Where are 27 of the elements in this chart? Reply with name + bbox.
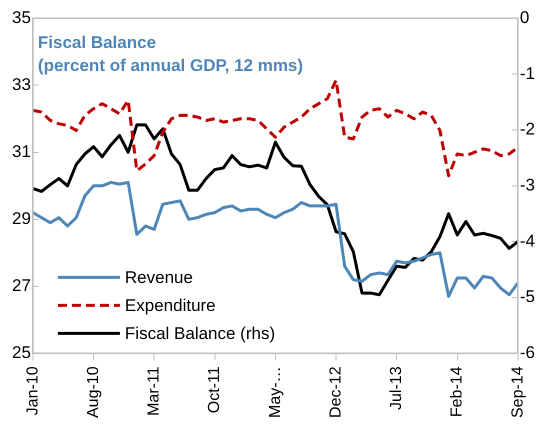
- legend-label: Revenue: [124, 268, 193, 288]
- x-tick-label: Aug-10: [84, 366, 102, 418]
- y-tick-label: 35: [12, 8, 31, 27]
- y-tick-label: 31: [12, 142, 31, 161]
- y2-tick-label: -5: [520, 287, 536, 306]
- text: Fiscal Balance: [38, 33, 156, 52]
- x-tick-label: Feb-14: [448, 366, 466, 418]
- x-tick-label: Mar-11: [146, 366, 163, 416]
- x-tick-label: Sep-14: [509, 366, 526, 418]
- y2-tick-label: -6: [520, 343, 536, 362]
- x-tick-label: Jan-10: [24, 366, 42, 416]
- legend-label: Expenditure: [124, 296, 216, 316]
- y2-tick-label: -2: [520, 120, 536, 139]
- y-tick-label: 33: [12, 74, 31, 94]
- legend-label: Fiscal Balance (rhs): [124, 324, 276, 344]
- x-tick-label: Oct-11: [206, 366, 224, 414]
- x-tick-label: Dec-12: [327, 366, 344, 418]
- y-tick-label: 25: [12, 343, 31, 362]
- x-tick-label: May-…: [266, 366, 284, 418]
- y2-tick-label: -3: [520, 175, 536, 194]
- y2-tick-label: -4: [520, 231, 536, 250]
- y2-tick-label: 0: [520, 8, 530, 27]
- y-tick-label: 29: [12, 209, 31, 228]
- y-tick-label: 27: [12, 276, 31, 296]
- y2-tick-label: -1: [520, 64, 536, 83]
- text: (percent of annual GDP, 12 mms): [38, 56, 304, 76]
- x-tick-label: Jul-13: [388, 366, 406, 410]
